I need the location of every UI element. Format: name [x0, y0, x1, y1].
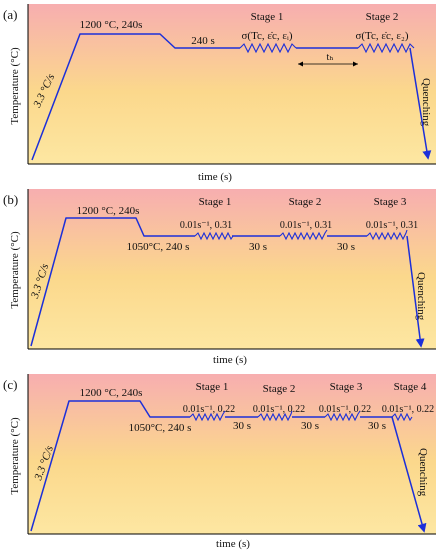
panel-c-stage-4-zigzag — [391, 412, 413, 422]
panel-c-stage-1-cond: 0.01s⁻¹, 0.22 — [183, 404, 235, 415]
panel-b-profile-line — [30, 217, 421, 346]
panel-b-stage-1-zigzag — [194, 231, 234, 241]
panel-c-stage-3-cond: 0.01s⁻¹, 0.22 — [319, 404, 371, 415]
panel-b: (b) Temperature (°C) time (s) 3.3 °C/s 1… — [3, 189, 436, 366]
panel-c-ylabel: Temperature (°C) — [9, 417, 21, 495]
panel-a-interval: tₕ — [326, 52, 333, 63]
panel-c-quench: Quenching — [417, 448, 429, 497]
panel-b-stage-2-cond: 0.01s⁻¹, 0.31 — [280, 220, 332, 231]
panel-c-stage-4-cond: 0.01s⁻¹, 0.22 — [382, 404, 434, 415]
panel-c-soak: 1200 °C, 240s — [80, 387, 143, 399]
panel-b-xlabel: time (s) — [213, 354, 247, 366]
panel-a-stage-2-name: Stage 2 — [366, 11, 399, 23]
panel-a-quench: Quenching — [420, 78, 432, 127]
panel-c-hold: 1050°C, 240 s — [129, 422, 192, 434]
panel-c-stage-1-name: Stage 1 — [196, 381, 229, 393]
panel-a-profile-line — [31, 33, 428, 160]
panel-c-stage-1-zigzag — [189, 410, 226, 422]
panel-c-stage-4-name: Stage 4 — [394, 381, 427, 393]
panel-c: (c) Temperature (°C) time (s) 3.3 °C/s 1… — [3, 374, 436, 550]
panel-a-stage-1-cond: σ(Tc, ε̇c, εᵢ) — [241, 30, 292, 42]
panel-c-id: (c) — [3, 377, 17, 392]
panel-a: (a) Temperature (°C) time (s) 3.3 °C/s 1… — [3, 4, 436, 183]
panel-a-id: (a) — [3, 7, 17, 22]
panel-b-stage-3-cond: 0.01s⁻¹, 0.31 — [366, 220, 418, 231]
panel-c-xlabel: time (s) — [216, 538, 250, 550]
panel-b-stage-3-zigzag — [366, 229, 408, 241]
panel-c-stage-3-name: Stage 3 — [330, 381, 363, 393]
panel-a-soak: 1200 °C, 240s — [80, 19, 143, 31]
panel-c-stage-3-zigzag — [324, 410, 361, 422]
panel-c-stage-2-zigzag — [257, 410, 293, 422]
panel-b-stage-1-name: Stage 1 — [199, 196, 232, 208]
panel-b-hold: 1050°C, 240 s — [127, 241, 190, 253]
panel-c-profile-line — [30, 400, 424, 531]
panel-b-quench: Quenching — [415, 272, 427, 321]
panel-b-stage-2-name: Stage 2 — [289, 196, 322, 208]
panel-a-stage-2-zigzag — [357, 42, 415, 54]
panel-b-stage-3-name: Stage 3 — [374, 196, 407, 208]
panel-c-gap-3: 30 s — [368, 420, 386, 432]
panel-a-xlabel: time (s) — [198, 171, 232, 183]
panel-c-gap-2: 30 s — [301, 420, 319, 432]
panel-a-stage-1-zigzag — [239, 42, 297, 54]
panel-a-stage-2-cond: σ(Tc, ε̇c, ε₂) — [355, 30, 408, 42]
panel-b-soak: 1200 °C, 240s — [77, 205, 140, 217]
panel-c-stage-2-name: Stage 2 — [263, 383, 296, 395]
panel-b-stage-2-zigzag — [279, 229, 328, 241]
panel-b-stage-1-cond: 0.01s⁻¹, 0.31 — [180, 220, 232, 231]
panel-c-stage-2-cond: 0.01s⁻¹, 0.22 — [253, 404, 305, 415]
panel-c-gap-1: 30 s — [233, 420, 251, 432]
panel-b-background — [28, 189, 436, 349]
panel-a-background — [28, 4, 436, 164]
panel-b-ylabel: Temperature (°C) — [9, 231, 21, 309]
panel-b-id: (b) — [3, 192, 18, 207]
panel-a-ylabel: Temperature (°C) — [9, 47, 21, 125]
panel-b-gap-1: 30 s — [249, 241, 267, 253]
panel-b-gap-2: 30 s — [337, 241, 355, 253]
panel-a-stage-1-name: Stage 1 — [251, 11, 284, 23]
panel-a-hold: 240 s — [191, 35, 215, 47]
